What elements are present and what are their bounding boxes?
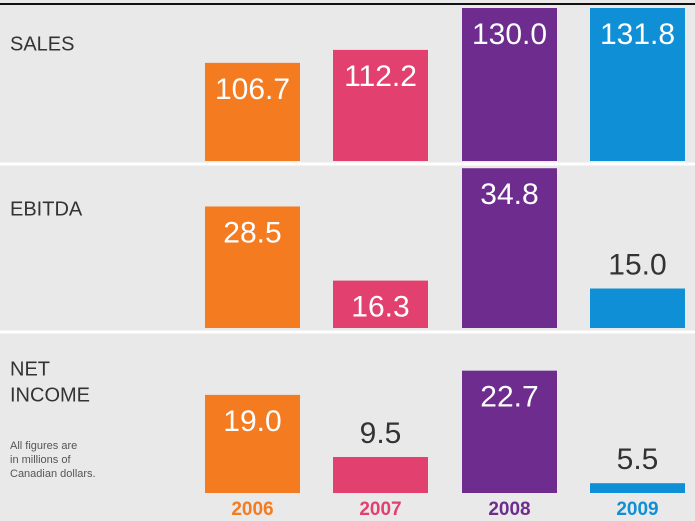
panel-title: NET bbox=[10, 358, 50, 380]
x-tick-label: 2006 bbox=[231, 499, 273, 520]
bar bbox=[590, 483, 685, 493]
note: All figures are bbox=[10, 440, 77, 452]
bar bbox=[462, 370, 557, 493]
bar bbox=[205, 62, 300, 161]
bar bbox=[462, 8, 557, 161]
bar bbox=[333, 49, 428, 161]
bar bbox=[333, 457, 428, 493]
value-label: 19.0 bbox=[223, 405, 281, 438]
bars bbox=[205, 168, 685, 328]
x-tick-label: 2009 bbox=[616, 499, 658, 520]
note: Canadian dollars. bbox=[10, 468, 96, 480]
bar bbox=[590, 288, 685, 328]
value-label: 9.5 bbox=[360, 417, 402, 450]
value-label: 131.8 bbox=[600, 18, 675, 51]
panel-title: EBITDA bbox=[10, 198, 83, 220]
bar bbox=[462, 168, 557, 328]
bars bbox=[205, 370, 685, 493]
value-label: 15.0 bbox=[608, 248, 666, 281]
panel-title: SALES bbox=[10, 33, 74, 55]
value-label: 106.7 bbox=[215, 73, 290, 106]
bar bbox=[205, 394, 300, 493]
value-label: 34.8 bbox=[480, 178, 538, 211]
value-label: 22.7 bbox=[480, 381, 538, 414]
x-tick-label: 2008 bbox=[488, 499, 530, 520]
bar bbox=[205, 206, 300, 328]
bar bbox=[590, 8, 685, 161]
value-label: 5.5 bbox=[617, 443, 659, 476]
x-tick-label: 2007 bbox=[359, 499, 401, 520]
bar bbox=[333, 280, 428, 328]
value-label: 28.5 bbox=[223, 216, 281, 249]
panel-title: INCOME bbox=[10, 384, 90, 406]
value-label: 112.2 bbox=[344, 60, 417, 93]
bars bbox=[205, 8, 685, 161]
value-label: 130.0 bbox=[472, 18, 547, 51]
value-label: 16.3 bbox=[351, 291, 409, 324]
note: in millions of bbox=[10, 454, 71, 466]
